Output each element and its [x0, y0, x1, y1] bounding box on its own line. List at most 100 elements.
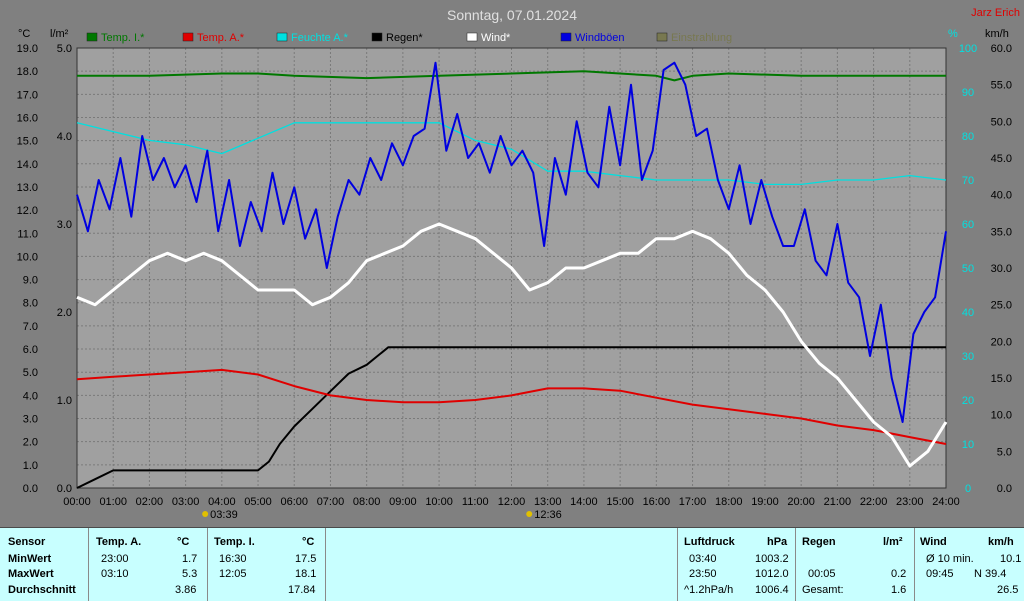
x-tick-label: 20:00: [787, 496, 815, 508]
humidity-tick-label: 60: [962, 219, 974, 231]
pressure-trend: ^1.2hPa/h: [684, 584, 734, 596]
rain-tick-label: 0.0: [57, 483, 72, 495]
plot-border: [76, 47, 947, 489]
rain-tick-label: 1.0: [57, 395, 72, 407]
rain-total-value: 1.6: [891, 584, 907, 596]
temp-tick-label: 16.0: [17, 112, 38, 124]
x-tick-label: 04:00: [208, 496, 236, 508]
temp-a-unit: °C: [177, 536, 190, 548]
temp-a-min-value: 1.7: [182, 553, 198, 565]
x-tick-label: 14:00: [570, 496, 598, 508]
temp-a-min-time: 23:00: [101, 553, 129, 565]
wind-tick-label: 40.0: [991, 190, 1012, 202]
wind-avg-value: 26.5: [997, 584, 1019, 596]
pressure-max-time: 23:50: [689, 568, 717, 580]
weather-chart-svg: Sonntag, 07.01.2024 Jarz Erich °C l/m²% km/h…: [17, 7, 1020, 521]
x-tick-label: 12:00: [498, 496, 526, 508]
humidity-tick-label: 40: [962, 307, 974, 319]
x-tick-label: 05:00: [244, 496, 272, 508]
x-tick-label: 08:00: [353, 496, 381, 508]
temp-tick-label: 15.0: [17, 136, 38, 148]
x-tick-label: 16:00: [643, 496, 671, 508]
rain-header: Regen: [802, 536, 836, 548]
max-row-label: MaxWert: [8, 568, 54, 580]
pressure-header: Luftdruck: [684, 536, 735, 548]
temp-tick-label: 4.0: [23, 390, 38, 402]
pressure-unit: hPa: [767, 536, 788, 548]
rain-axis-unit: l/m²: [50, 28, 69, 40]
legend-swatch: [560, 32, 572, 42]
rain-max-value: 0.2: [891, 568, 907, 580]
humidity-tick-label: 100: [959, 43, 977, 55]
x-tick-label: 19:00: [751, 496, 779, 508]
temp-tick-label: 1.0: [23, 460, 38, 472]
wind-tick-label: 10.0: [991, 410, 1012, 422]
x-tick-label: 18:00: [715, 496, 743, 508]
x-tick-label: 22:00: [860, 496, 888, 508]
wind-tick-label: 35.0: [991, 226, 1012, 238]
sun-marker-icon: [202, 511, 209, 517]
temp-tick-label: 3.0: [23, 414, 38, 426]
x-tick-label: 07:00: [317, 496, 345, 508]
temp-tick-label: 7.0: [23, 321, 38, 333]
x-tick-label: 11:00: [462, 496, 489, 508]
wind-header: Wind: [920, 536, 947, 548]
humidity-tick-label: 0: [965, 483, 971, 495]
temp-tick-label: 2.0: [23, 437, 38, 449]
rain-tick-label: 4.0: [57, 131, 72, 143]
series-line: [76, 222, 948, 468]
humidity-tick-label: 10: [962, 439, 974, 451]
rain-tick-label: 3.0: [57, 219, 72, 231]
legend-swatch: [656, 32, 668, 42]
legend-swatch: [182, 32, 194, 42]
x-tick-label: 09:00: [389, 496, 417, 508]
temp-a-avg-value: 3.86: [175, 584, 197, 596]
wind-tick-label: 0.0: [997, 483, 1012, 495]
temp-tick-label: 6.0: [23, 344, 38, 356]
weather-chart: Sonntag, 07.01.2024 Jarz Erich °C l/m²% km/h…: [16, 7, 1020, 521]
temp-i-avg-value: 17.84: [288, 584, 316, 596]
series-line: [76, 61, 947, 423]
rain-total-label: Gesamt:: [802, 584, 844, 596]
temp-i-min-value: 17.5: [295, 553, 317, 565]
rain-tick-label: 2.0: [57, 307, 72, 319]
legend-swatch: [371, 32, 383, 42]
wind-tick-label: 15.0: [991, 373, 1012, 385]
pressure-min-value: 1003.2: [755, 553, 789, 565]
x-tick-label: 02:00: [136, 496, 164, 508]
pressure-max-value: 1012.0: [755, 568, 789, 580]
wind-tick-label: 30.0: [991, 263, 1012, 275]
humidity-tick-label: 20: [962, 395, 974, 407]
temp-i-max-value: 18.1: [295, 568, 317, 580]
x-tick-label: 13:00: [534, 496, 562, 508]
temp-tick-label: 17.0: [17, 89, 38, 101]
wind-tick-label: 60.0: [991, 43, 1012, 55]
series-line: [76, 368, 947, 445]
wind-tick-label: 50.0: [991, 116, 1012, 128]
legend-label: Feuchte A.*: [291, 32, 349, 44]
legend-label: Einstrahlung: [671, 32, 732, 44]
humidity-tick-label: 80: [962, 131, 974, 143]
wind-max-time: 09:45: [926, 568, 954, 580]
stats-table: Sensor MinWert MaxWert Durchschnitt Temp…: [0, 527, 1024, 601]
series-line: [77, 70, 946, 82]
temp-tick-label: 9.0: [23, 275, 38, 287]
series-line: [76, 122, 947, 186]
x-tick-label: 23:00: [896, 496, 924, 508]
wind-avg10-value: 10.1: [1000, 553, 1022, 565]
temp-tick-label: 19.0: [17, 43, 38, 55]
legend-swatch: [276, 32, 288, 42]
x-tick-label: 03:00: [172, 496, 200, 508]
avg-row-label: Durchschnitt: [8, 584, 76, 596]
humidity-tick-label: 50: [962, 263, 974, 275]
wind-tick-label: 55.0: [991, 80, 1012, 92]
temp-tick-label: 0.0: [23, 483, 38, 495]
pressure-min-time: 03:40: [689, 553, 717, 565]
temp-tick-label: 5.0: [23, 367, 38, 379]
temp-i-unit: °C: [302, 536, 315, 548]
wind-max-value: N 39.4: [974, 568, 1007, 580]
rain-tick-label: 5.0: [57, 43, 72, 55]
wind-tick-label: 20.0: [991, 336, 1012, 348]
legend-label: Temp. I.*: [101, 32, 145, 44]
series-line: [76, 346, 946, 489]
